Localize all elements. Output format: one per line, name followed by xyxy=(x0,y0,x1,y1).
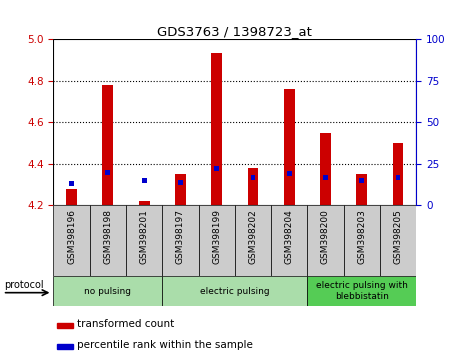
Text: no pulsing: no pulsing xyxy=(84,287,132,296)
Text: GSM398204: GSM398204 xyxy=(285,209,294,264)
Text: GSM398199: GSM398199 xyxy=(212,209,221,264)
Bar xyxy=(396,175,400,179)
Text: GSM398202: GSM398202 xyxy=(248,209,258,264)
Bar xyxy=(142,178,146,183)
Text: electric pulsing: electric pulsing xyxy=(200,287,270,296)
Bar xyxy=(323,175,328,179)
Text: GSM398205: GSM398205 xyxy=(393,209,403,264)
Bar xyxy=(175,174,186,205)
Bar xyxy=(235,205,271,276)
Bar xyxy=(392,143,404,205)
Bar xyxy=(211,53,222,205)
Bar xyxy=(102,85,113,205)
Bar xyxy=(380,205,416,276)
Text: percentile rank within the sample: percentile rank within the sample xyxy=(77,340,253,350)
Text: GSM398196: GSM398196 xyxy=(67,209,76,264)
Bar xyxy=(287,171,292,176)
Bar xyxy=(307,205,344,276)
Bar xyxy=(57,344,73,349)
Text: electric pulsing with
blebbistatin: electric pulsing with blebbistatin xyxy=(316,281,408,301)
Text: GSM398200: GSM398200 xyxy=(321,209,330,264)
Bar xyxy=(307,276,416,306)
Bar xyxy=(199,205,235,276)
Bar xyxy=(284,89,295,205)
Bar xyxy=(359,178,364,183)
Bar xyxy=(162,205,199,276)
Bar xyxy=(69,181,74,186)
Bar xyxy=(251,175,255,179)
Text: transformed count: transformed count xyxy=(77,319,174,329)
Bar xyxy=(106,170,110,175)
Bar xyxy=(214,166,219,171)
Bar xyxy=(247,168,259,205)
Bar xyxy=(356,174,367,205)
Bar xyxy=(90,205,126,276)
Bar xyxy=(126,205,162,276)
Bar xyxy=(139,201,150,205)
Text: GSM398201: GSM398201 xyxy=(140,209,149,264)
Bar xyxy=(66,189,77,205)
Bar xyxy=(344,205,380,276)
Bar xyxy=(53,39,416,205)
Bar xyxy=(178,179,183,184)
Text: GSM398198: GSM398198 xyxy=(103,209,113,264)
Title: GDS3763 / 1398723_at: GDS3763 / 1398723_at xyxy=(157,25,312,38)
Bar xyxy=(271,205,307,276)
Text: GSM398197: GSM398197 xyxy=(176,209,185,264)
Bar xyxy=(320,132,331,205)
Text: protocol: protocol xyxy=(4,280,44,290)
Bar xyxy=(57,323,73,327)
Bar xyxy=(53,276,162,306)
Text: GSM398203: GSM398203 xyxy=(357,209,366,264)
Bar xyxy=(162,276,307,306)
Bar xyxy=(53,205,90,276)
